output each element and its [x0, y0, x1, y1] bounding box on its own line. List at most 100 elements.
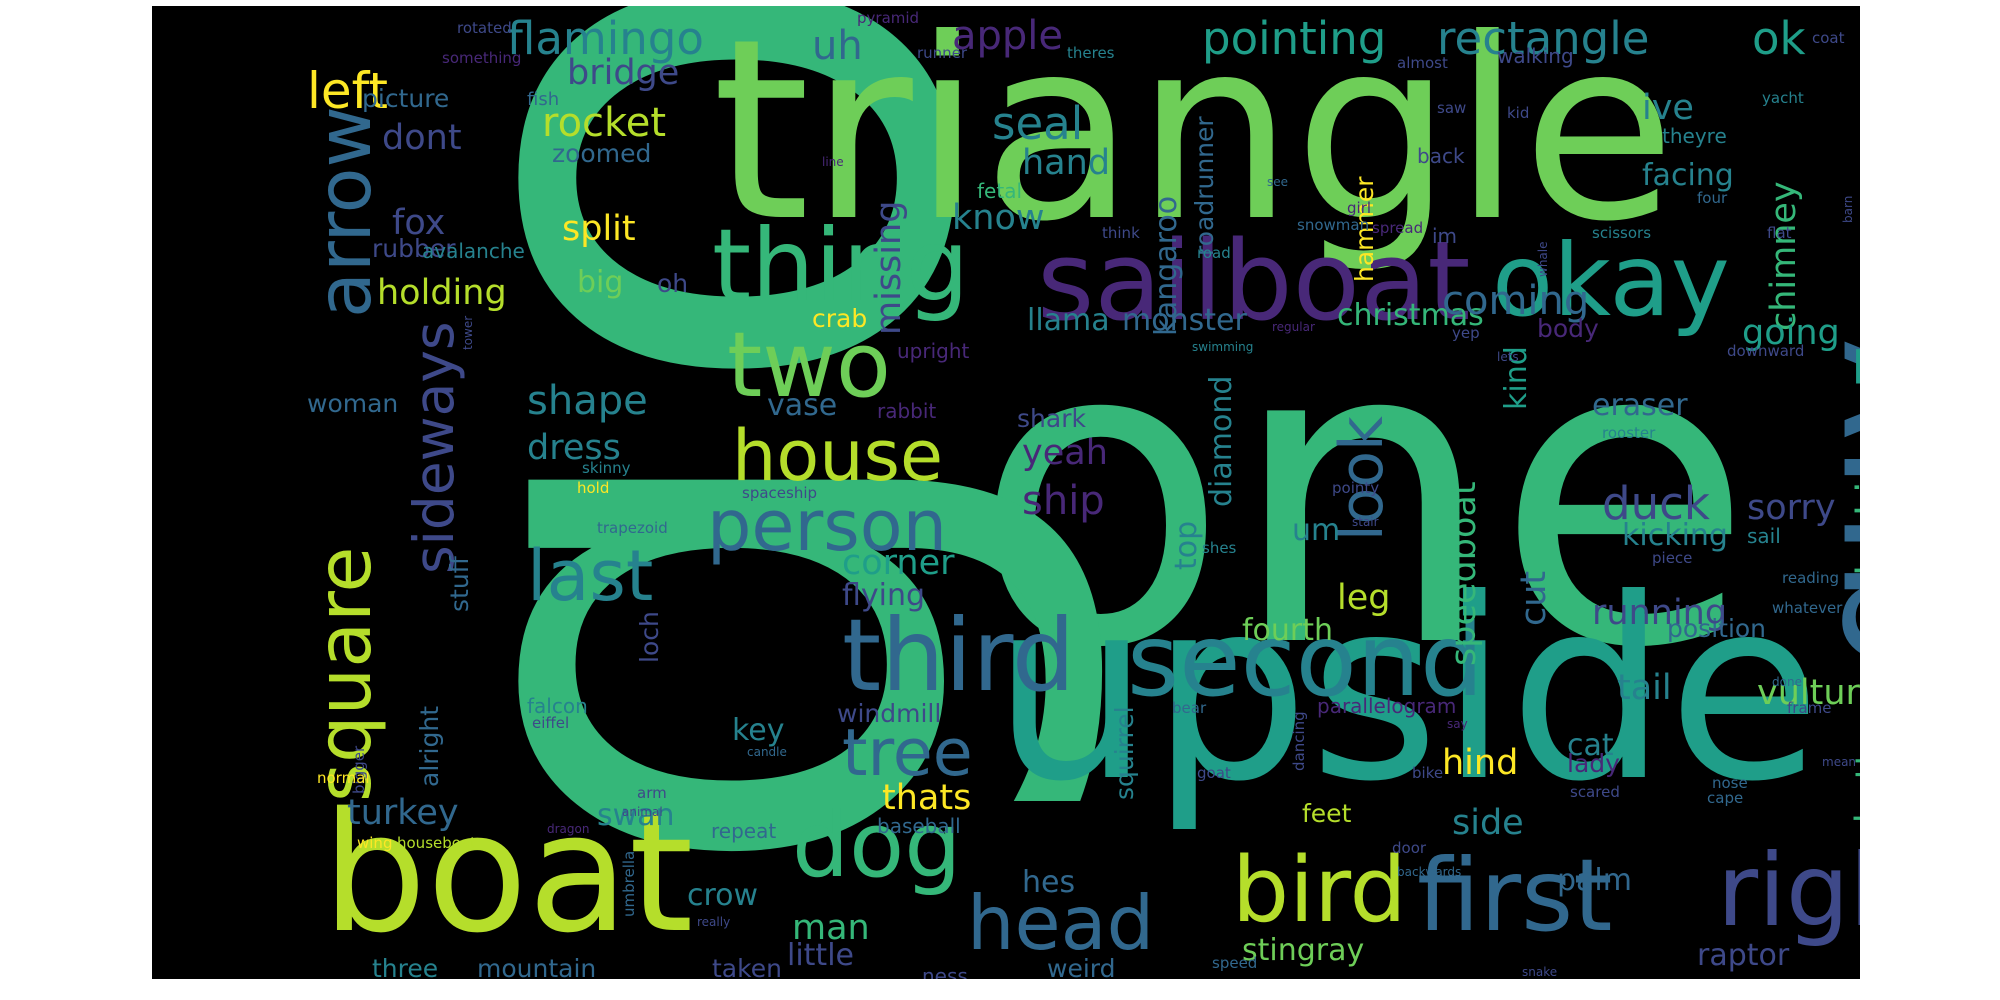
- word-fish: fish: [527, 89, 560, 110]
- word-eraser: eraser: [1592, 388, 1688, 423]
- word-boat: boat: [322, 777, 694, 969]
- word-leg: leg: [1337, 578, 1391, 618]
- word-cloud: one go triangle upside boat guy sailboat thing o…: [152, 6, 1860, 979]
- word-barn: barn: [1841, 195, 1855, 223]
- word-roadrunner: roadrunner: [1190, 116, 1219, 256]
- word-cut: cut: [1514, 570, 1554, 626]
- word-arrow: arrow: [300, 106, 388, 318]
- word-swan: swan: [597, 798, 675, 833]
- word-thats: thats: [882, 778, 972, 818]
- word-fourth: fourth: [1242, 613, 1334, 648]
- word-shes: shes: [1202, 539, 1237, 557]
- word-parallelogram: parallelogram: [1317, 694, 1457, 718]
- word-normal: normal: [317, 769, 370, 787]
- word-dog: dog: [792, 793, 962, 898]
- word-bird: bird: [1232, 838, 1407, 943]
- word-three: three: [372, 954, 439, 979]
- word-raptor: raptor: [1697, 938, 1790, 973]
- word-rocket: rocket: [542, 100, 667, 146]
- word-road: road: [1197, 244, 1231, 262]
- word-um: um: [1292, 513, 1341, 548]
- word-yep: yep: [1452, 324, 1480, 342]
- word-see: see: [1267, 175, 1289, 189]
- word-dont: dont: [382, 118, 462, 158]
- word-triangle: triangle: [712, 6, 1676, 276]
- word-four: four: [1697, 189, 1728, 207]
- word-upright: upright: [897, 339, 970, 363]
- word-theyre: theyre: [1662, 124, 1727, 148]
- word-loch: loch: [635, 611, 664, 663]
- word-coming: coming: [1442, 278, 1590, 324]
- word-bear: bear: [1172, 699, 1207, 717]
- word-walking: walking: [1497, 44, 1574, 68]
- word-duck: duck: [1602, 477, 1710, 530]
- word-uh: uh: [812, 23, 863, 69]
- word-swimming: swimming: [1192, 340, 1254, 354]
- word-spread: spread: [1372, 219, 1424, 237]
- word-shark: shark: [1017, 404, 1086, 433]
- word-stuff: stuff: [445, 556, 474, 612]
- word-third: third: [842, 597, 1076, 714]
- word-body: body: [1537, 314, 1599, 343]
- word-arm: arm: [637, 784, 667, 802]
- word-last: last: [527, 535, 654, 617]
- word-zoomed: zoomed: [552, 139, 652, 168]
- word-crab: crab: [812, 304, 868, 333]
- word-reading: reading: [1782, 569, 1839, 587]
- word-second: second: [1127, 602, 1484, 719]
- word-monster: monster: [1122, 303, 1247, 338]
- word-mountain: mountain: [477, 954, 597, 979]
- word-missing: missing: [869, 200, 909, 335]
- word-lady: lady: [1567, 749, 1620, 778]
- word-line: line: [822, 155, 844, 169]
- word-seal: seal: [992, 97, 1084, 150]
- word-alright: alright: [415, 705, 444, 787]
- word-ship: ship: [1022, 478, 1105, 524]
- word-kicking: kicking: [1622, 518, 1728, 553]
- word-little: little: [787, 938, 854, 973]
- word-know: know: [952, 198, 1045, 238]
- word-weird: weird: [1047, 954, 1116, 979]
- word-looking: looking: [1849, 430, 1860, 576]
- word-taken: taken: [712, 954, 782, 979]
- word-sorry: sorry: [1747, 488, 1836, 528]
- word-left: left: [307, 62, 388, 120]
- word-rubber: rubber: [372, 234, 456, 263]
- word-piece: piece: [1652, 549, 1693, 567]
- word-girl: girl: [1347, 199, 1372, 217]
- word-door: door: [1392, 839, 1427, 857]
- word-thing: thing: [712, 207, 970, 324]
- word-something: something: [442, 49, 522, 67]
- word-flamingo: flamingo: [507, 12, 704, 65]
- word-fox: fox: [392, 203, 446, 243]
- word-candle: candle: [747, 745, 787, 759]
- word-baseball: baseball: [877, 814, 961, 838]
- word-bridge: bridge: [567, 53, 680, 93]
- word-split: split: [562, 209, 636, 249]
- word-hind: hind: [1442, 743, 1519, 783]
- word-flying: flying: [842, 578, 926, 613]
- word-backwards: backwards: [1397, 865, 1462, 879]
- word-stingray: stingray: [1242, 933, 1365, 968]
- word-vase: vase: [767, 388, 838, 423]
- word-hes: hes: [1022, 865, 1076, 900]
- word-position: position: [1667, 614, 1767, 643]
- word-square: square: [300, 546, 388, 802]
- word-dress: dress: [527, 428, 621, 468]
- word-nose: nose: [1712, 774, 1748, 792]
- word-whatever: whatever: [1772, 599, 1843, 617]
- word-sideways: sideways: [402, 321, 466, 574]
- word-animal: animal: [622, 805, 663, 819]
- word-chimney: chimney: [1764, 181, 1804, 331]
- word-big: big: [577, 265, 624, 300]
- word-facing: facing: [1642, 158, 1734, 193]
- word-running: running: [1592, 593, 1728, 633]
- word-person: person: [707, 485, 947, 567]
- word-scissors: scissors: [1592, 224, 1652, 242]
- word-dancing: dancing: [1290, 711, 1308, 771]
- word-really: really: [697, 915, 731, 929]
- word-sailboat: sailboat: [1037, 217, 1471, 345]
- word-man: man: [792, 908, 870, 948]
- word-tree: tree: [842, 716, 973, 791]
- word-cat: cat: [1567, 728, 1614, 763]
